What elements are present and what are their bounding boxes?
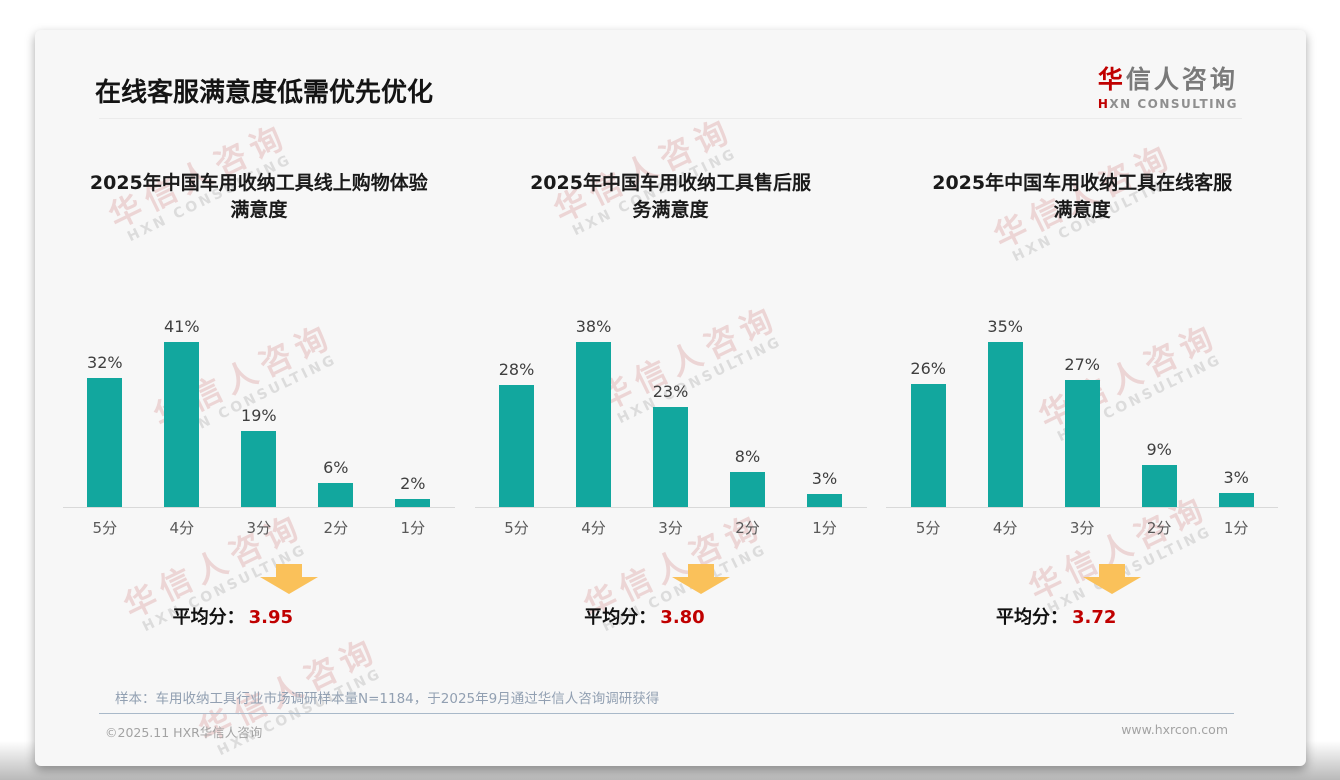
bar [730, 472, 765, 507]
bar-value-label: 28% [498, 360, 535, 379]
chart-after-sales-satisfaction: 2025年中国车用收纳工具售后服 务满意度 28% 38% 23% 8% 3% 5分 4分… [465, 170, 877, 629]
bar [164, 342, 200, 507]
bar-value-label: 35% [987, 317, 1023, 336]
chart-title: 2025年中国车用收纳工具售后服 务满意度 [530, 172, 811, 221]
x-axis-label: 3分 [246, 519, 272, 537]
x-axis-label: 3分 [658, 519, 683, 537]
bar [87, 378, 123, 507]
bar-value-label: 9% [1146, 440, 1172, 459]
bar [576, 342, 611, 507]
footer: ©2025.11 HXR华信人咨询 www.hxrcon.com [105, 722, 1228, 741]
website-url: www.hxrcon.com [1121, 722, 1228, 737]
x-axis: 5分 4分 3分 2分 1分 [475, 517, 867, 538]
average-score: 平均分： 3.95 [172, 607, 294, 628]
x-axis-label: 3分 [1069, 519, 1095, 537]
down-arrow-icon [259, 564, 318, 594]
bar-value-label: 32% [87, 353, 123, 372]
x-axis: 5分 4分 3分 2分 1分 [886, 517, 1278, 538]
bar-value-label: 38% [575, 317, 612, 336]
bar-slot: 26% [890, 359, 967, 507]
title-divider [99, 118, 1242, 119]
bar [499, 385, 534, 507]
average-score: 平均分： 3.80 [584, 607, 705, 628]
chart-online-shopping-satisfaction: 2025年中国车用收纳工具线上购物体验 满意度 32% 41% 19% 6% 2% 5分… [53, 170, 465, 629]
x-axis-label: 1分 [1223, 519, 1249, 537]
footer-divider [99, 713, 1234, 714]
bar-slot: 41% [143, 317, 220, 507]
bar-slot: 19% [220, 406, 297, 507]
bar-slot: 35% [967, 317, 1044, 507]
bar-slot: 28% [478, 360, 555, 507]
x-axis-label: 4分 [169, 519, 195, 537]
bar-slot: 32% [66, 353, 143, 507]
bar [1064, 380, 1100, 507]
bar-slot: 3% [1198, 468, 1275, 507]
plot-area: 32% 41% 19% 6% 2% 5分 4分 3分 2分 1分 [62, 295, 455, 538]
bar-slot: 6% [297, 458, 374, 507]
bar-value-label: 27% [1064, 355, 1100, 374]
bar-value-label: 6% [323, 458, 349, 477]
bar-value-label: 19% [241, 406, 277, 425]
bar [653, 407, 688, 507]
plot-area: 28% 38% 23% 8% 3% 5分 4分 3分 2分 1分 [474, 295, 867, 538]
logo-en-text: HXN CONSULTING [1097, 97, 1238, 111]
chart-online-service-satisfaction: 2025年中国车用收纳工具在线客服 满意度 26% 35% 27% 9% 3% 5分 4分… [876, 170, 1288, 629]
down-arrow-icon [1083, 564, 1142, 594]
chart-title: 2025年中国车用收纳工具线上购物体验 满意度 [89, 172, 428, 221]
bar-slot: 38% [555, 317, 632, 507]
bar [1141, 465, 1177, 507]
bar-slot: 3% [786, 469, 863, 507]
bar [241, 431, 277, 507]
x-axis-label: 2分 [323, 519, 349, 537]
x-axis-label: 4分 [581, 519, 606, 537]
logo-cn-text: 华信人咨询 [1097, 65, 1238, 94]
x-axis: 5分 4分 3分 2分 1分 [63, 517, 455, 538]
x-axis-label: 1分 [400, 519, 426, 537]
average-score-value: 3.80 [660, 607, 705, 628]
page-title: 在线客服满意度低需优先优化 [95, 78, 434, 108]
average-score-value: 3.72 [1071, 607, 1117, 628]
bar-slot: 2% [374, 474, 451, 507]
copyright-text: ©2025.11 HXR华信人咨询 [105, 725, 263, 740]
sample-note: 样本：车用收纳工具行业市场调研样本量N=1184，于2025年9月通过华信人咨询… [115, 691, 660, 707]
bar-value-label: 3% [1223, 468, 1249, 487]
slide-card: 华信人咨询 HXN CONSULTING 华信人咨询 HXN CONSULTING … [35, 30, 1306, 766]
bars: 28% 38% 23% 8% 3% [474, 295, 867, 508]
chart-title: 2025年中国车用收纳工具在线客服 满意度 [932, 172, 1233, 221]
bar [987, 342, 1023, 507]
bars: 26% 35% 27% 9% 3% [886, 295, 1279, 508]
bar [318, 483, 354, 507]
x-axis-label: 5分 [504, 519, 529, 537]
company-logo: 华信人咨询 HXN CONSULTING [1098, 60, 1238, 111]
x-axis-label: 5分 [92, 519, 118, 537]
bar-value-label: 23% [652, 382, 689, 401]
x-axis-label: 2分 [735, 519, 760, 537]
bar [1218, 493, 1254, 507]
x-axis-label: 2分 [1146, 519, 1172, 537]
bar-value-label: 26% [910, 359, 946, 378]
bar [395, 499, 431, 507]
average-score-value: 3.95 [248, 607, 294, 628]
average-score: 平均分： 3.72 [995, 607, 1117, 628]
charts-row: 2025年中国车用收纳工具线上购物体验 满意度 32% 41% 19% 6% 2% 5分… [53, 170, 1288, 629]
bar-slot: 8% [709, 447, 786, 507]
x-axis-label: 1分 [812, 519, 837, 537]
x-axis-label: 5分 [915, 519, 941, 537]
x-axis-label: 4分 [992, 519, 1018, 537]
bar-value-label: 3% [811, 469, 838, 488]
bar [910, 384, 946, 507]
bar-value-label: 2% [400, 474, 426, 493]
bar-value-label: 41% [164, 317, 200, 336]
bar [807, 494, 842, 507]
bar-slot: 23% [632, 382, 709, 507]
bars: 32% 41% 19% 6% 2% [62, 295, 455, 508]
bar-slot: 27% [1044, 355, 1121, 507]
bar-value-label: 8% [734, 447, 761, 466]
plot-area: 26% 35% 27% 9% 3% 5分 4分 3分 2分 1分 [886, 295, 1279, 538]
down-arrow-icon [671, 564, 730, 594]
bar-slot: 9% [1121, 440, 1198, 507]
